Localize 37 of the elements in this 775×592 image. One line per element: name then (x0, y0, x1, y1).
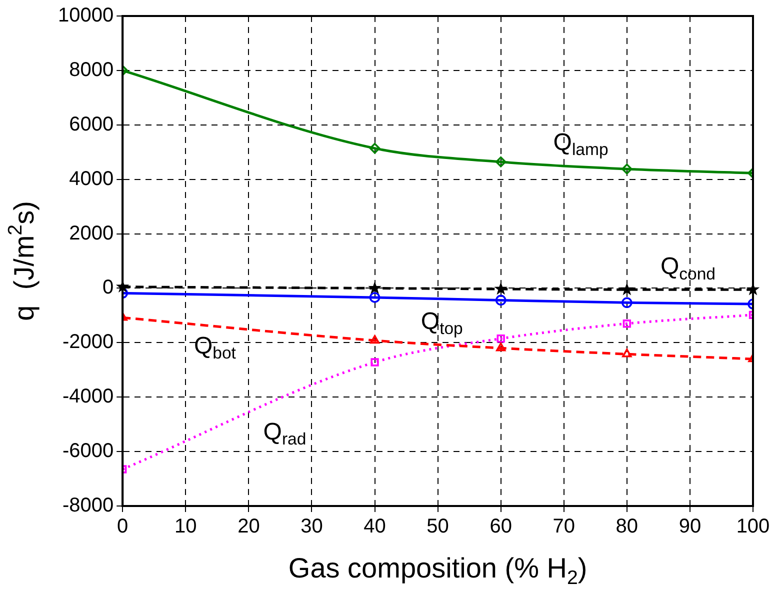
x-tick-label: 90 (678, 516, 702, 538)
y-tick-label: -4000 (62, 386, 114, 408)
point (620, 282, 634, 296)
point (369, 142, 380, 154)
point (622, 164, 632, 174)
point (622, 320, 632, 328)
y-tick-label: 8000 (69, 58, 114, 81)
point (494, 282, 508, 295)
point (370, 358, 379, 366)
y-tick-label: 10000 (58, 4, 114, 27)
y-tick-label: 2000 (69, 222, 114, 244)
point (496, 342, 506, 352)
x-tick-label: 70 (552, 516, 576, 538)
y-tick-label: -2000 (62, 331, 114, 354)
y-axis-title: q (J/m2s) (4, 201, 40, 321)
y-tick-label: -6000 (62, 440, 114, 462)
x-tick-label: 50 (426, 516, 449, 538)
x-tick-label: 100 (736, 516, 770, 538)
y-tick-label: -8000 (62, 494, 114, 517)
point (496, 334, 505, 343)
point (370, 335, 380, 344)
x-tick-label: 20 (238, 516, 260, 538)
point (368, 281, 382, 294)
point (495, 156, 506, 168)
x-tick-label: 30 (300, 516, 323, 538)
x-tick-label: 40 (364, 516, 386, 538)
point (369, 292, 380, 303)
y-tick-label: 0 (102, 276, 114, 299)
x-tick-label: 0 (117, 516, 128, 538)
x-tick-label: 10 (174, 516, 197, 538)
y-tick-label: 4000 (69, 168, 114, 190)
y-tick-label: 6000 (69, 113, 114, 136)
x-tick-label: 80 (616, 516, 638, 538)
point (622, 348, 632, 358)
x-tick-label: 60 (490, 516, 512, 538)
point (622, 297, 632, 308)
point (495, 294, 506, 306)
